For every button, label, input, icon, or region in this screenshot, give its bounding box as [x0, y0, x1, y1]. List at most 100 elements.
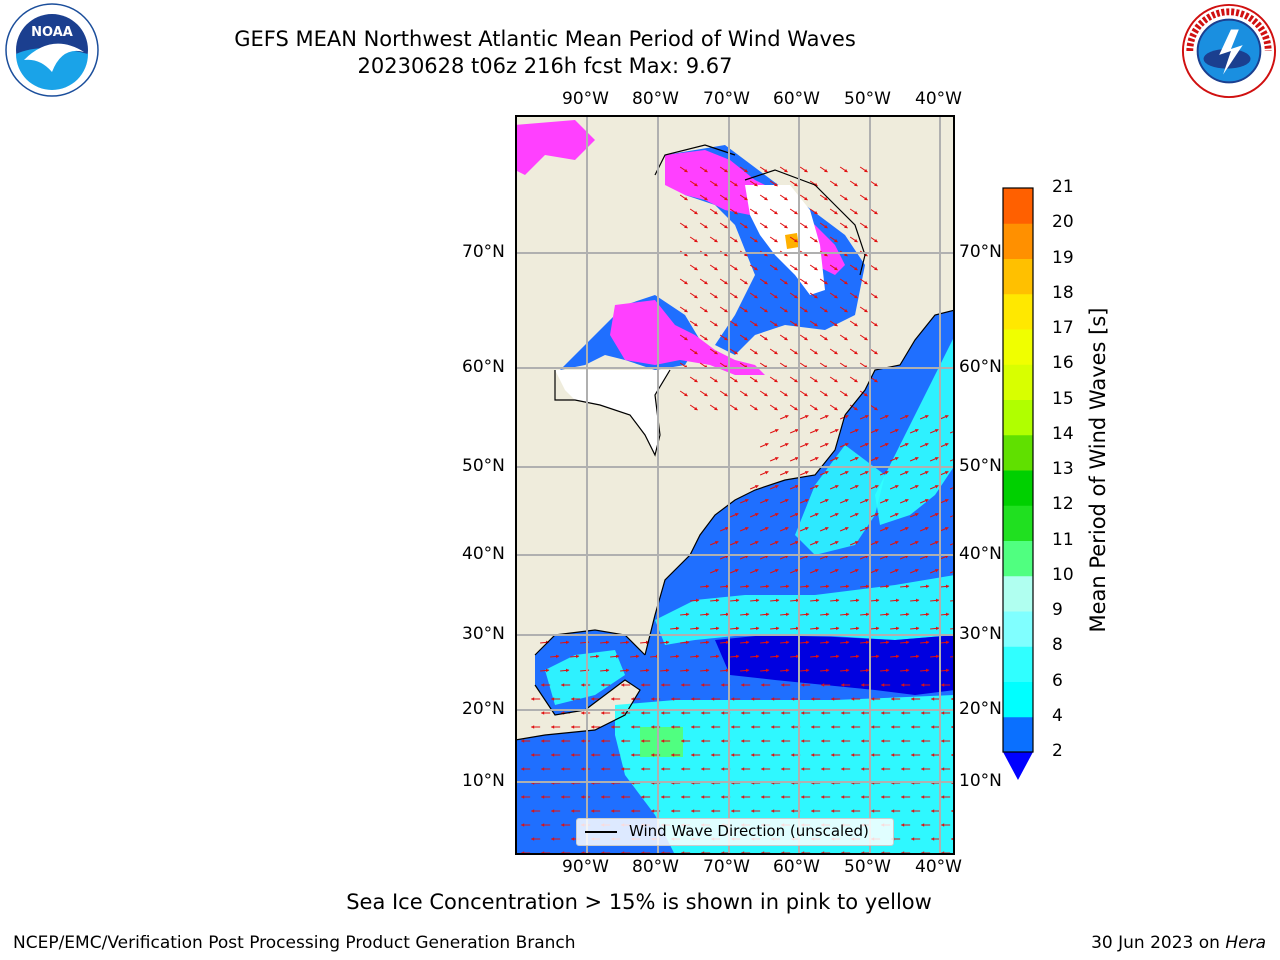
wind-arrow-head [714, 406, 718, 411]
wind-arrow-head [605, 640, 610, 645]
wind-arrow-head [601, 795, 605, 799]
wind-arrow-head [911, 809, 915, 813]
wind-arrow-head [541, 711, 545, 715]
wind-arrow-head [731, 725, 735, 729]
wind-arrow-head [941, 767, 945, 771]
wind-arrow-head [804, 224, 808, 229]
wind-arrow-head [931, 725, 935, 729]
wind-arrow-head [881, 795, 885, 799]
colorbar-tick-label: 21 [1052, 177, 1074, 197]
wind-arrow-head [794, 182, 798, 187]
wind-arrow-head [591, 753, 595, 757]
wind-arrow-head [824, 168, 828, 173]
wind-arrow-head [774, 513, 779, 517]
wind-arrow-head [814, 485, 819, 489]
map-legend: Wind Wave Direction (unscaled) [576, 818, 894, 846]
wind-arrow-head [744, 336, 748, 341]
colorbar-segment [1003, 505, 1033, 541]
sea-ice-note: Sea Ice Concentration > 15% is shown in … [346, 890, 932, 914]
wind-arrow-head [615, 654, 620, 659]
wind-arrow-head [764, 443, 769, 447]
wind-arrow-head [694, 238, 698, 243]
noaa-logo: NOAA [5, 3, 99, 97]
colorbar-tick-label: 10 [1052, 564, 1074, 585]
wind-arrow-head [834, 406, 838, 411]
wind-arrow-head [694, 182, 698, 187]
wind-arrow-head [815, 598, 820, 603]
wind-arrow-head [844, 224, 848, 229]
wind-arrow-head [774, 378, 778, 383]
wind-arrow-head [891, 725, 895, 729]
wind-arrow-head [834, 238, 838, 243]
wind-arrow-head [885, 584, 890, 589]
wind-arrow-head [695, 626, 700, 631]
wind-arrow-head [931, 697, 935, 701]
wind-arrow-head [531, 753, 535, 757]
wind-arrow-head [871, 725, 875, 729]
lon-label-top: 80°W [632, 89, 679, 109]
wind-arrow-head [684, 308, 688, 313]
wind-arrow-head [804, 308, 808, 313]
wind-arrow-head [684, 168, 688, 173]
wind-arrow-head [931, 837, 935, 841]
wind-arrow-head [774, 238, 778, 243]
wind-arrow-head [784, 392, 788, 397]
wind-arrow-head [835, 626, 840, 631]
wind-arrow-head [751, 697, 755, 701]
wind-arrow-head [751, 809, 755, 813]
wind-arrow-head [784, 224, 788, 229]
wind-arrow-head [901, 711, 905, 715]
wind-arrow-head [571, 753, 575, 757]
wind-arrow-head [691, 725, 695, 729]
wind-arrow-head [701, 795, 705, 799]
wind-arrow-head [884, 443, 889, 447]
wind-arrow-head [925, 584, 930, 589]
wind-arrow-head [581, 795, 585, 799]
wind-arrow-head [804, 392, 808, 397]
wind-arrow-head [725, 584, 730, 589]
colorbar-tick-label: 14 [1052, 423, 1074, 444]
wind-arrow-head [591, 697, 595, 701]
wind-arrow-head [854, 322, 858, 327]
wind-arrow-head [724, 252, 728, 257]
wind-arrow-head [741, 767, 745, 771]
wind-arrow-head [611, 725, 615, 729]
wind-arrow-head [941, 683, 945, 687]
lon-label-top: 50°W [844, 89, 891, 109]
wind-arrow-head [714, 569, 719, 573]
lon-label-top: 40°W [915, 89, 962, 109]
wind-arrow-head [565, 668, 570, 673]
wind-arrow-head [935, 598, 940, 603]
wind-arrow-head [774, 429, 779, 433]
wind-arrow-head [684, 280, 688, 285]
wind-arrow-head [944, 415, 949, 419]
colorbar-border [1002, 187, 1034, 753]
wind-arrow-head [801, 795, 805, 799]
wind-arrow-head [761, 683, 765, 687]
wind-arrow-head [745, 640, 750, 645]
colorbar-tick-label: 4 [1052, 705, 1063, 726]
wind-arrow-head [785, 612, 790, 617]
wind-arrow-head [765, 640, 770, 645]
wind-arrow-head [814, 457, 819, 461]
wind-arrow-head [855, 626, 860, 631]
wind-arrow-head [685, 640, 690, 645]
legend-line-swatch [585, 831, 617, 833]
wind-arrow-head [921, 795, 925, 799]
wind-arrow-head [734, 350, 738, 355]
wind-arrow-head [794, 457, 799, 461]
wind-arrow-head [861, 683, 865, 687]
wind-arrow-head [561, 823, 565, 827]
wind-arrow-head [904, 415, 909, 419]
wind-arrow-head [861, 711, 865, 715]
wind-arrow-head [794, 238, 798, 243]
wind-arrow-head [701, 683, 705, 687]
wind-arrow-head [814, 294, 818, 299]
wind-arrow-head [904, 499, 909, 503]
wind-arrow-head [744, 168, 748, 173]
wind-arrow [949, 458, 954, 462]
wind-arrow-head [804, 280, 808, 285]
lon-label-top: 60°W [773, 89, 820, 109]
wind-arrow-head [814, 266, 818, 271]
wind-arrow-head [894, 569, 899, 573]
